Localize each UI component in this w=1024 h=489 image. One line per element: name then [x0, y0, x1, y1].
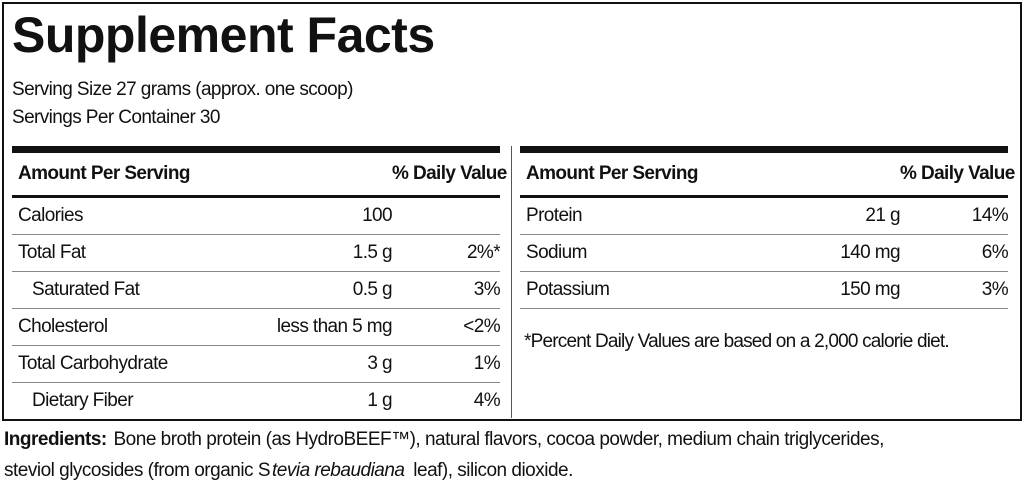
nutrient-amount: 1.5 g [242, 234, 392, 272]
column-divider [511, 146, 512, 418]
ingredients-label: Ingredients: [4, 429, 107, 450]
nutrient-name: Dietary Fiber [32, 390, 134, 411]
nutrient-dv: 4% [473, 390, 500, 411]
ingredients: Ingredients: Bone broth protein (as Hydr… [4, 424, 1020, 486]
nutrient-name: Cholesterol [12, 308, 242, 346]
nutrient-name: Total Fat [12, 234, 242, 272]
nutrient-dv: 1% [392, 345, 500, 383]
daily-value-footnote: *Percent Daily Values are based on a 2,0… [524, 331, 950, 352]
nutrient-name: Saturated Fat [12, 271, 242, 309]
header-spacer [242, 153, 392, 198]
nutrient-dv: 14% [900, 196, 1008, 235]
nutrient-amount: 100 [242, 196, 392, 235]
servings-per-container: Servings Per Container 30 [12, 107, 220, 128]
supplement-facts-panel [2, 2, 1022, 421]
nutrient-name: Calories [12, 196, 242, 235]
ingredients-text: leaf), silicon dioxide. [408, 460, 573, 481]
nutrient-name: Protein [520, 196, 750, 235]
nutrient-dv: 3% [900, 271, 1008, 309]
nutrient-name: Sodium [520, 234, 750, 272]
header-daily-value: % Daily Value [900, 153, 1015, 198]
nutrient-amount: 140 mg [750, 234, 900, 272]
table-row: Calories 100 [12, 196, 500, 235]
header-daily-value: % Daily Value [392, 153, 507, 198]
header-amount: Amount Per Serving [12, 153, 242, 198]
nutrient-amount: 21 g [750, 196, 900, 235]
nutrient-amount: 3 g [242, 345, 392, 383]
left-nutrient-table: Amount Per Serving % Daily Value Calorie… [12, 153, 507, 420]
ingredients-text: Bone broth protein (as HydroBEEF™), natu… [108, 429, 885, 450]
table-row: Potassium 150 mg 3% [520, 271, 1008, 309]
ingredients-line-1: Ingredients: Bone broth protein (as Hydr… [4, 424, 1020, 455]
nutrient-amount: less than 5 mg [242, 308, 392, 346]
nutrient-name: Potassium [520, 271, 750, 309]
table-row: Cholesterol less than 5 mg <2% [12, 308, 500, 346]
nutrient-amount: 150 mg [750, 271, 900, 309]
table-header: Amount Per Serving % Daily Value [520, 153, 1015, 198]
table-row: Protein 21 g 14% [520, 196, 1008, 235]
header-spacer [750, 153, 900, 198]
nutrient-dv: 6% [900, 234, 1008, 272]
table-row: Sodium 140 mg 6% [520, 234, 1008, 272]
panel-title: Supplement Facts [12, 7, 435, 63]
right-nutrient-table: Amount Per Serving % Daily Value Protein… [520, 153, 1015, 309]
serving-size: Serving Size 27 grams (approx. one scoop… [12, 79, 353, 100]
table-row: Total Fat 1.5 g 2%* [12, 234, 500, 272]
nutrient-dv [392, 196, 500, 235]
nutrient-dv: 3% [392, 271, 500, 309]
ingredients-italic: tevia rebaudiana [272, 460, 405, 481]
nutrient-dv: <2% [392, 308, 500, 346]
nutrient-name: Total Carbohydrate [12, 345, 242, 383]
header-amount: Amount Per Serving [520, 153, 750, 198]
nutrient-dv: 2%* [392, 234, 500, 272]
ingredients-text: steviol glycosides (from organic S [4, 460, 271, 481]
table-header: Amount Per Serving % Daily Value [12, 153, 507, 198]
table-row: Saturated Fat 0.5 g 3% [12, 271, 500, 309]
nutrient-amount: 0.5 g [242, 271, 392, 309]
thick-rule-left [12, 146, 500, 153]
table-row: Total Carbohydrate 3 g 1% [12, 345, 500, 383]
nutrient-amount: 1 g [367, 390, 392, 411]
table-row: Dietary Fiber 1 g 4% [12, 383, 500, 420]
thick-rule-right [520, 146, 1008, 153]
